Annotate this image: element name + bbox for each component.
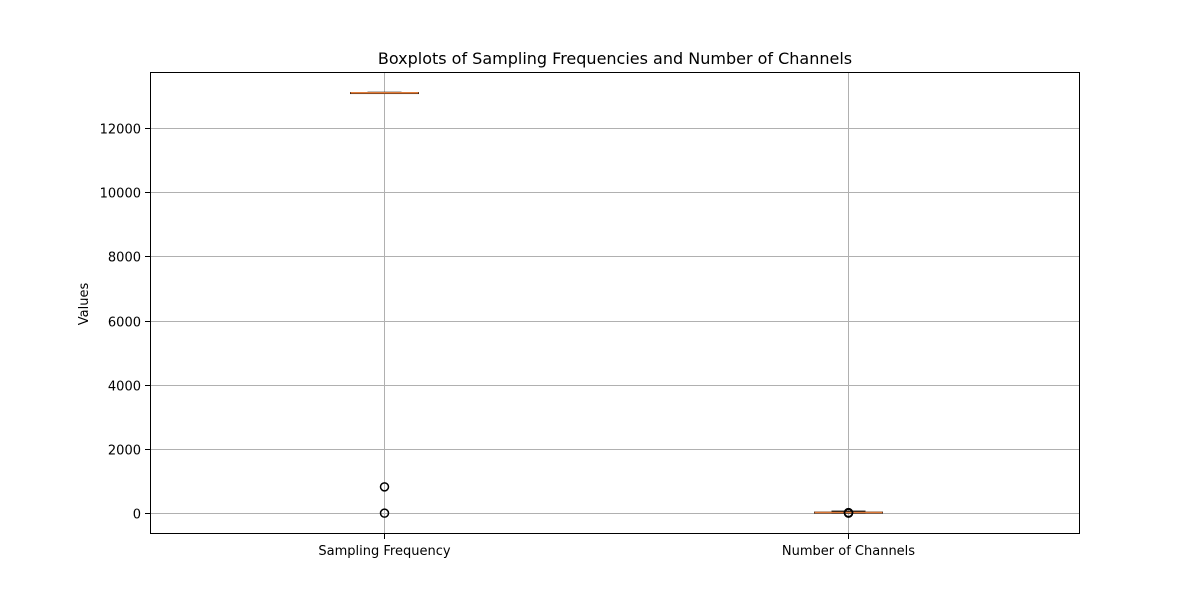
chart-title: Boxplots of Sampling Frequencies and Num…	[378, 49, 852, 68]
y-tick-label: 12000	[100, 123, 141, 138]
y-tick-label: 10000	[100, 187, 141, 202]
y-tick-label: 0	[133, 508, 141, 523]
axes-layer	[150, 72, 1080, 534]
x-tick-label: Number of Channels	[782, 544, 915, 559]
grid-layer	[150, 72, 1080, 534]
plot-frame	[150, 72, 1080, 534]
y-axis-label: Values	[77, 283, 92, 326]
tick-layer: 0 2000 4000 6000 8000 10000 12000 Sampling Freq…	[100, 123, 916, 560]
y-tick-label: 4000	[108, 380, 141, 395]
outlier-point	[379, 482, 390, 492]
box-layer	[350, 91, 883, 518]
outlier-point	[379, 508, 390, 518]
outlier-point	[843, 507, 854, 518]
y-tick-label: 6000	[108, 316, 141, 331]
x-tick-label: Sampling Frequency	[318, 544, 450, 559]
y-tick-label: 2000	[108, 444, 141, 459]
y-tick-label: 8000	[108, 251, 141, 266]
